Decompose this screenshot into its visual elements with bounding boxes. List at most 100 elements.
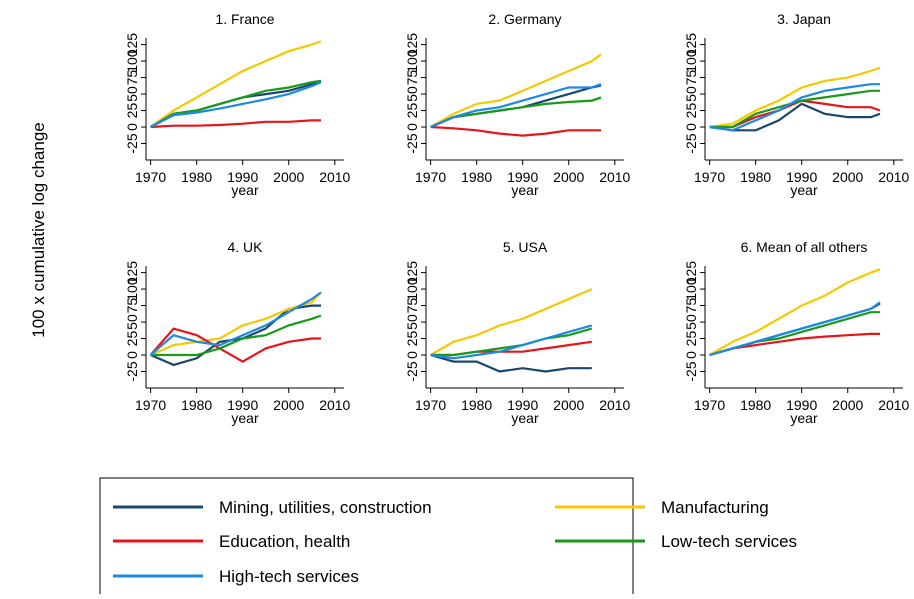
series-line [149, 327, 321, 363]
y-tick-label: 125 [404, 261, 420, 285]
series-line [430, 324, 593, 360]
panel-title: 5. USA [503, 239, 548, 255]
x-tick-label: 1990 [786, 397, 817, 413]
panel-title: 2. Germany [488, 11, 561, 27]
x-tick-label: 2010 [878, 169, 909, 185]
y-tick-label: 75 [124, 298, 140, 314]
series-line [709, 102, 881, 132]
x-tick-label: 2000 [553, 169, 584, 185]
x-tick-label: 2000 [553, 397, 584, 413]
legend-box [99, 477, 634, 599]
series-line [150, 79, 322, 128]
series-line [709, 301, 881, 357]
x-tick-label: 2000 [832, 397, 863, 413]
y-tick-label: 50 [683, 314, 699, 330]
panel-title: 3. Japan [777, 11, 831, 27]
x-tick-label: 2000 [273, 397, 304, 413]
y-tick-label: 50 [404, 86, 420, 102]
y-tick-label: 100 [124, 277, 140, 301]
series-line [709, 66, 881, 129]
series-line [430, 83, 602, 129]
y-tick-label: -25 [683, 133, 699, 153]
y-tick-label: 75 [404, 298, 420, 314]
series-line [430, 327, 593, 357]
y-tick-label: 125 [124, 33, 140, 57]
y-tick-label: 0 [404, 123, 420, 131]
x-tick-label: 1980 [181, 397, 212, 413]
x-axis-title: year [790, 410, 818, 426]
series-line [150, 119, 321, 129]
y-tick-label: 50 [683, 86, 699, 102]
x-tick-label: 1990 [786, 169, 817, 185]
y-tick-label: -25 [404, 361, 420, 381]
y-tick-label: -25 [404, 133, 420, 153]
x-tick-label: 1990 [507, 169, 538, 185]
x-axis-title: year [511, 410, 539, 426]
y-tick-label: 100 [404, 277, 420, 301]
y-tick-label: 100 [404, 49, 420, 73]
x-tick-label: 2010 [319, 169, 350, 185]
series-line [709, 89, 880, 129]
y-tick-label: 50 [124, 314, 140, 330]
y-tick-label: 125 [124, 261, 140, 285]
legend-label: Mining, utilities, construction [219, 498, 432, 517]
series-line [709, 83, 880, 132]
x-tick-label: 1970 [694, 169, 725, 185]
legend-label: Manufacturing [661, 498, 769, 517]
y-tick-label: 25 [683, 103, 699, 119]
x-tick-label: 2010 [599, 169, 630, 185]
y-tick-label: -25 [124, 133, 140, 153]
series-line [150, 81, 322, 128]
x-tick-label: 2010 [878, 397, 909, 413]
series-line [150, 314, 322, 357]
x-tick-label: 1980 [461, 397, 492, 413]
legend-label: Low-tech services [661, 532, 797, 551]
y-tick-label: -25 [124, 361, 140, 381]
legend-label: High-tech services [219, 567, 359, 586]
x-axis-title: year [511, 182, 539, 198]
series-line [430, 125, 601, 137]
x-tick-label: 2010 [599, 397, 630, 413]
x-tick-label: 1990 [227, 169, 258, 185]
y-tick-label: 25 [404, 331, 420, 347]
x-axis-title: year [231, 182, 259, 198]
y-tick-label: 0 [404, 351, 420, 359]
x-tick-label: 1980 [740, 169, 771, 185]
y-tick-label: 100 [683, 49, 699, 73]
series-line [149, 40, 322, 128]
x-tick-label: 2000 [832, 169, 863, 185]
y-tick-label: 75 [404, 70, 420, 86]
y-tick-label: 125 [683, 261, 699, 285]
x-tick-label: 1970 [135, 397, 166, 413]
series-line [430, 288, 593, 356]
y-tick-label: 25 [683, 331, 699, 347]
y-tick-label: 100 [124, 49, 140, 73]
y-tick-label: -25 [683, 361, 699, 381]
legend-label: Education, health [219, 532, 350, 551]
x-tick-label: 2010 [319, 397, 350, 413]
panel-title: 1. France [215, 11, 274, 27]
y-tick-label: 0 [124, 351, 140, 359]
x-tick-label: 1970 [135, 169, 166, 185]
y-tick-label: 50 [404, 314, 420, 330]
series-line [430, 353, 592, 373]
y-tick-label: 75 [683, 298, 699, 314]
series-line [430, 53, 602, 128]
y-tick-label: 0 [683, 123, 699, 131]
y-tick-label: 100 [683, 277, 699, 301]
y-tick-label: 0 [124, 123, 140, 131]
panel-title: 4. UK [227, 239, 263, 255]
y-tick-label: 75 [124, 70, 140, 86]
y-tick-label: 125 [683, 33, 699, 57]
x-tick-label: 2000 [273, 169, 304, 185]
x-axis-title: year [231, 410, 259, 426]
y-tick-label: 25 [124, 103, 140, 119]
y-tick-label: 50 [124, 86, 140, 102]
x-axis-title: year [790, 182, 818, 198]
x-tick-label: 1970 [415, 397, 446, 413]
x-tick-label: 1990 [507, 397, 538, 413]
x-tick-label: 1980 [181, 169, 212, 185]
y-tick-label: 0 [683, 351, 699, 359]
y-tick-label: 125 [404, 33, 420, 57]
